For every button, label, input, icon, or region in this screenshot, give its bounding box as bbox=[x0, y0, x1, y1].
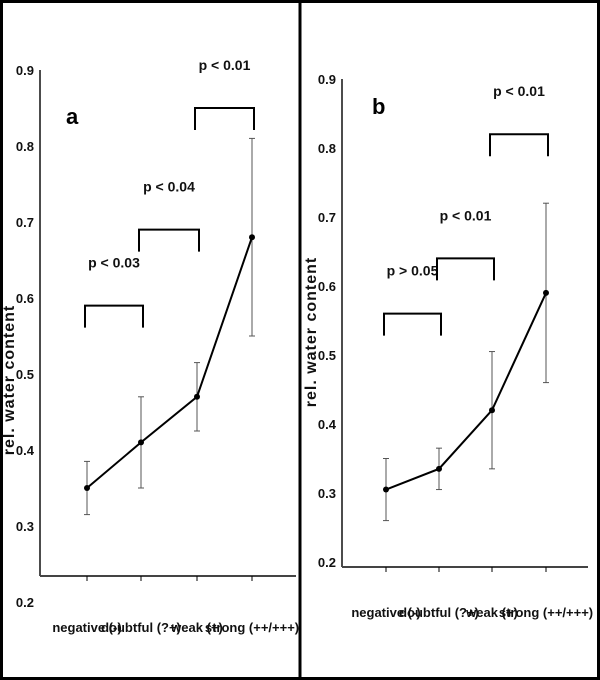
data-point bbox=[138, 439, 144, 446]
x-tick-label: weak (+) bbox=[465, 605, 518, 620]
y-tick-label: 0.5 bbox=[16, 367, 34, 382]
significance-label: p < 0.01 bbox=[493, 83, 545, 99]
y-tick-label: 0.9 bbox=[318, 72, 336, 87]
significance-bracket bbox=[383, 312, 442, 336]
x-tick-label: negative (-) bbox=[52, 620, 121, 635]
y-axis-label: rel. water content bbox=[1, 305, 18, 455]
panel-a: 0.2 0.3 0.4 0.5 0.6 0.7 0.8 0.9 negative (-)doub… bbox=[1, 57, 299, 635]
y-axis-label: rel. water content bbox=[303, 257, 320, 407]
y-tick-label: 0.9 bbox=[16, 63, 34, 78]
panel-letter: b bbox=[372, 94, 385, 119]
y-tick-label: 0.5 bbox=[318, 348, 336, 363]
x-tick-label: weak (+) bbox=[170, 620, 223, 635]
data-point bbox=[436, 465, 442, 472]
y-tick-label: 0.6 bbox=[318, 279, 336, 294]
y-tick-label: 0.4 bbox=[16, 443, 35, 458]
data-point bbox=[489, 407, 495, 414]
data-point bbox=[84, 485, 90, 491]
significance-label: p < 0.01 bbox=[199, 57, 251, 73]
y-tick-label: 0.3 bbox=[318, 486, 336, 501]
y-tick-label: 0.8 bbox=[16, 139, 34, 154]
data-point bbox=[543, 289, 549, 296]
x-tick-label: doubtful (?+) bbox=[399, 605, 479, 620]
x-tick-label: negative (-) bbox=[351, 605, 420, 620]
significance-bracket bbox=[436, 257, 495, 281]
y-tick-label: 0.7 bbox=[318, 210, 336, 225]
significance-label: p < 0.04 bbox=[143, 179, 195, 195]
y-tick-label: 0.4 bbox=[318, 417, 337, 432]
significance-label: p > 0.05 bbox=[387, 263, 439, 279]
data-point bbox=[194, 393, 200, 400]
x-tick-label: doubtful (?+) bbox=[101, 620, 181, 635]
significance-bracket bbox=[489, 133, 549, 157]
y-tick-label: 0.8 bbox=[318, 141, 336, 156]
y-tick-label: 0.2 bbox=[318, 555, 336, 570]
panel-b: 0.2 0.3 0.4 0.5 0.6 0.7 0.8 0.9 negative (-)doub… bbox=[303, 72, 593, 620]
data-point bbox=[383, 486, 389, 493]
x-tick-label: strong (++/+++) bbox=[499, 605, 593, 620]
y-tick-label: 0.7 bbox=[16, 215, 34, 230]
significance-bracket bbox=[84, 304, 144, 328]
panel-letter: a bbox=[66, 104, 79, 129]
significance-label: p < 0.03 bbox=[88, 255, 140, 271]
x-tick-label: strong (++/+++) bbox=[205, 620, 299, 635]
significance-bracket bbox=[138, 228, 200, 252]
y-tick-label: 0.2 bbox=[16, 595, 34, 610]
series-line bbox=[385, 292, 547, 491]
data-point bbox=[249, 234, 255, 241]
significance-bracket bbox=[194, 107, 255, 130]
significance-label: p < 0.01 bbox=[440, 207, 492, 223]
y-tick-label: 0.6 bbox=[16, 291, 34, 306]
y-tick-label: 0.3 bbox=[16, 519, 34, 534]
series-line bbox=[86, 236, 253, 489]
